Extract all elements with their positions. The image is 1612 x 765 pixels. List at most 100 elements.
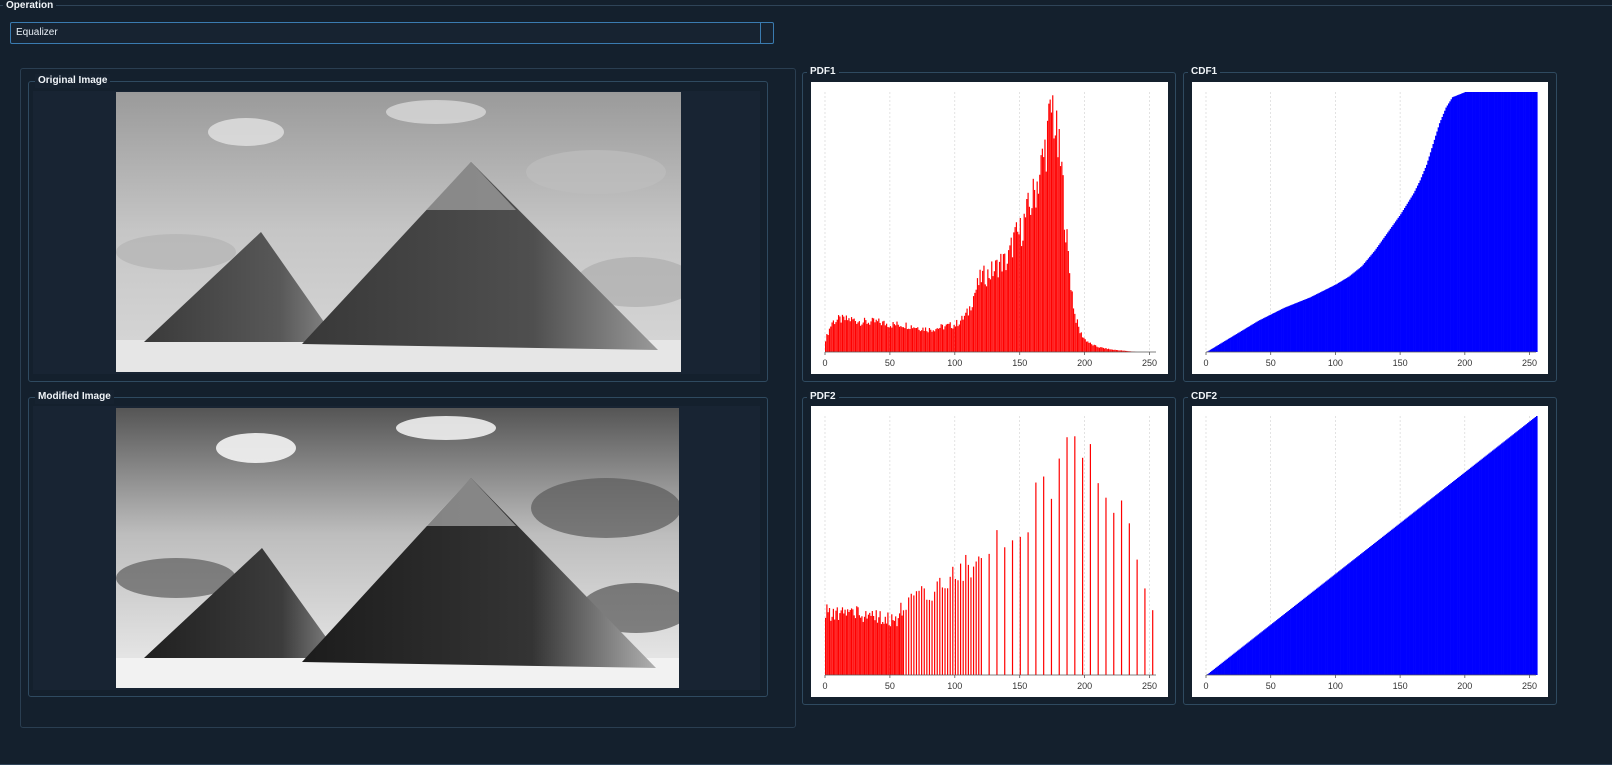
pdf1-bar — [835, 322, 836, 352]
pdf1-bar — [874, 322, 875, 352]
pdf1-bar — [1099, 348, 1100, 352]
pdf1-bar — [1008, 250, 1009, 352]
pdf1-bar — [1053, 138, 1054, 352]
pdf1-bar — [868, 323, 869, 352]
pdf1-bar — [890, 326, 891, 352]
pdf2-bar — [846, 616, 847, 675]
pdf2-bar — [842, 607, 843, 675]
pdf2-bar — [921, 586, 922, 675]
pdf1-bar — [1051, 113, 1052, 352]
pdf2-bar — [1012, 540, 1013, 675]
pdf2-bar — [1051, 499, 1052, 675]
pdf1-bar — [928, 332, 929, 352]
pdf1-bar — [926, 331, 927, 352]
pdf1-bar — [961, 316, 962, 352]
pdf1-bar — [877, 321, 878, 352]
pdf1-bar — [947, 324, 948, 352]
pdf1-bar — [963, 320, 964, 352]
pdf2-bar — [916, 591, 917, 675]
pdf1-bar — [996, 260, 997, 352]
pdf1-bar — [904, 328, 905, 352]
pdf2-bar — [934, 592, 935, 675]
pdf2-bar — [877, 623, 878, 675]
pdf1-bar — [925, 327, 926, 352]
pdf1-bar — [1061, 162, 1062, 352]
operation-dropdown[interactable]: Equalizer — [10, 22, 774, 44]
pdf1-bar — [968, 315, 969, 352]
pdf1-bar — [991, 261, 992, 352]
pdf1-bar — [883, 321, 884, 352]
pdf2-bar — [899, 613, 900, 675]
pdf1-bar — [1077, 319, 1078, 352]
pdf2-bar — [939, 578, 940, 675]
pdf2-bar — [878, 617, 879, 675]
operation-selected-value: Equalizer — [16, 27, 58, 38]
pdf2-bar — [913, 595, 914, 675]
pdf2-bar — [950, 577, 951, 675]
pdf2-bar — [965, 555, 966, 675]
pdf1-bar — [894, 324, 895, 352]
pdf1-bar — [1059, 129, 1060, 352]
pdf1-bar — [903, 327, 904, 352]
pdf2-bar — [859, 615, 860, 675]
pdf2-bar — [1129, 523, 1130, 675]
x-tick-label: 100 — [1328, 358, 1343, 368]
original-image-label: Original Image — [35, 74, 110, 88]
pdf1-bar — [1015, 227, 1016, 352]
pdf1-bar — [1105, 348, 1106, 352]
x-tick-label: 200 — [1077, 358, 1092, 368]
pdf2-bar — [996, 530, 997, 675]
pdf2-bar — [929, 600, 930, 675]
pdf2-bar — [829, 608, 830, 675]
pdf1-bar — [850, 321, 851, 352]
pdf1-bar — [907, 329, 908, 352]
pdf2-bar — [852, 609, 853, 675]
pdf1-bar — [976, 290, 977, 352]
pdf1-bar — [1022, 241, 1023, 352]
pdf2-bar — [989, 554, 990, 675]
pdf1-bar — [951, 328, 952, 352]
pdf1-bar — [838, 315, 839, 352]
pdf1-bar — [998, 277, 999, 352]
original-image-frame — [33, 91, 760, 374]
pdf1-bar — [1050, 100, 1051, 352]
pdf2-bar — [1090, 444, 1091, 675]
pdf1-bar — [1086, 342, 1087, 352]
pdf1-bar — [844, 320, 845, 352]
pdf1-bar — [915, 328, 916, 352]
pdf1-bar — [1033, 179, 1034, 352]
pdf1-bar — [916, 328, 917, 352]
pdf1-bar — [843, 317, 844, 352]
pdf1-bar — [882, 321, 883, 352]
pdf1-bar — [1043, 157, 1044, 352]
pdf1-bar — [965, 313, 966, 352]
pdf1-bar — [920, 331, 921, 352]
pdf1-bar — [1089, 343, 1090, 352]
pdf2-bar — [892, 620, 893, 675]
pdf1-bar — [826, 334, 827, 352]
pdf1-bar — [869, 325, 870, 352]
pdf1-bar — [1016, 222, 1017, 352]
pdf2-bar — [937, 581, 938, 675]
pdf1-bar — [902, 327, 903, 352]
pdf2-bar — [882, 622, 883, 675]
pdf1-bar — [1046, 172, 1047, 352]
pdf2-bar — [850, 610, 851, 675]
pdf2-bar — [1152, 610, 1153, 675]
pdf2-bar — [864, 617, 865, 675]
x-tick-label: 250 — [1522, 681, 1537, 691]
pdf1-bar — [829, 329, 830, 352]
pdf1-bar — [1003, 254, 1004, 352]
pdf1-bar — [1029, 207, 1030, 352]
pdf1-bar — [860, 326, 861, 352]
pdf1-bar — [825, 341, 826, 352]
dropdown-button[interactable] — [760, 23, 773, 43]
pdf1-bar — [1040, 155, 1041, 352]
pdf1-bar — [895, 325, 896, 352]
pdf2-bar — [957, 580, 958, 675]
pdf2-bar — [900, 603, 901, 675]
pdf2-bar — [918, 591, 919, 675]
